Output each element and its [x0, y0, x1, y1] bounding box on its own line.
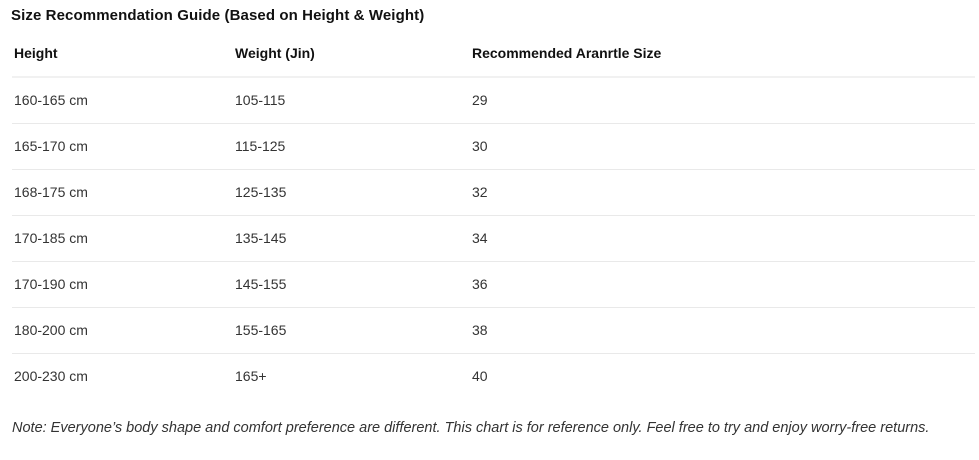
cell-weight: 145-155 [235, 276, 287, 292]
cell-weight: 115-125 [235, 138, 286, 154]
cell-weight: 165+ [235, 368, 267, 385]
page-title: Size Recommendation Guide (Based on Heig… [11, 7, 425, 24]
cell-size: 30 [472, 138, 488, 154]
cell-height: 170-190 cm [14, 276, 88, 292]
cell-size: 38 [472, 322, 488, 338]
table-row: 165-170 cm 115-125 30 [12, 123, 975, 169]
cell-height: 168-175 cm [14, 184, 88, 200]
cell-height: 165-170 cm [14, 138, 88, 154]
table-row: 170-185 cm 135-145 34 [12, 215, 975, 261]
cell-size: 36 [472, 276, 488, 292]
cell-size: 29 [472, 92, 488, 109]
cell-weight: 135-145 [235, 230, 287, 246]
table-row: 170-190 cm 145-155 36 [12, 261, 975, 307]
cell-weight: 125-135 [235, 184, 287, 200]
col-header-weight: Weight (Jin) [233, 35, 470, 78]
table-row: 180-200 cm 155-165 38 [12, 307, 975, 353]
table-row: 160-165 cm 105-115 29 [12, 77, 975, 123]
col-header-size: Recommended Aranrtle Size [470, 35, 975, 78]
cell-size: 32 [472, 184, 488, 200]
cell-size: 40 [472, 368, 488, 385]
cell-height: 170-185 cm [14, 230, 88, 246]
cell-weight: 105-115 [235, 92, 286, 109]
note-text: Note: Everyone’s body shape and comfort … [12, 420, 930, 436]
cell-height: 160-165 cm [14, 92, 88, 109]
table-row: 168-175 cm 125-135 32 [12, 169, 975, 215]
table-header-row: Height Weight (Jin) Recommended Aranrtle… [12, 35, 975, 78]
cell-weight: 155-165 [235, 322, 287, 338]
cell-size: 34 [472, 230, 488, 246]
table-row: 200-230 cm 165+ 40 [12, 353, 975, 399]
cell-height: 200-230 cm [14, 368, 88, 385]
cell-height: 180-200 cm [14, 322, 88, 338]
col-header-height: Height [12, 35, 233, 78]
size-table: Height Weight (Jin) Recommended Aranrtle… [12, 35, 975, 399]
